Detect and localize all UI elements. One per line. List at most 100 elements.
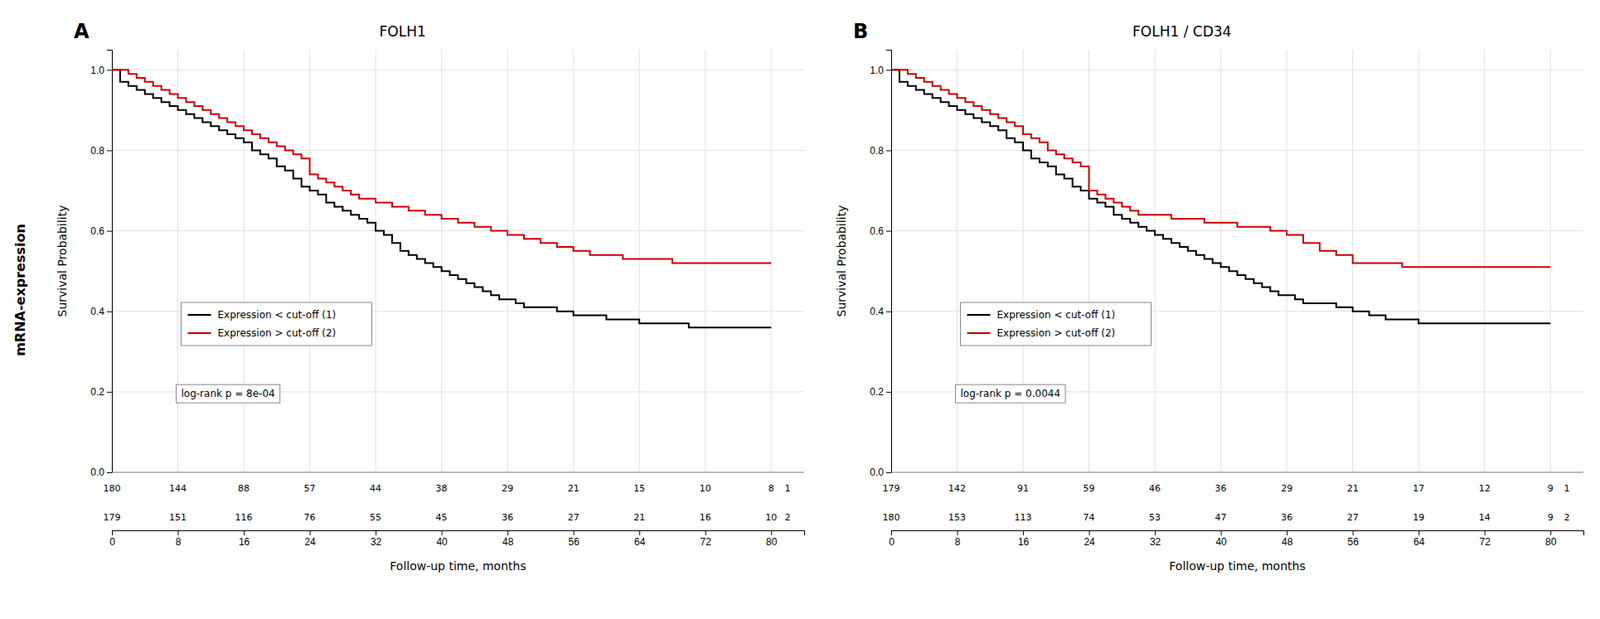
panel: 0.0 0.2 0.4 0.6 0.8 1.0 Survival Probability 18…: [55, 19, 805, 573]
x-tick-mark: [310, 530, 311, 536]
x-tick-mark: [441, 530, 443, 536]
y-tick: 0.6: [869, 225, 892, 238]
annotation: log-rank p = 0.0044: [955, 384, 1067, 403]
y-grid-line: [111, 150, 805, 151]
x-grid-line: [704, 49, 706, 473]
x-tick-label: 0: [888, 536, 895, 548]
y-tick-label: 0.0: [869, 466, 884, 479]
x-grid-line: [1418, 49, 1420, 473]
legend: Expression < cut-off (1)Expression > cut…: [960, 302, 1152, 346]
x-tick-label: 8: [955, 536, 961, 548]
annotation-text: log-rank p = 8e-04: [181, 387, 276, 400]
x-tick: 16: [238, 530, 251, 548]
at-risk-value: 88: [237, 483, 250, 495]
at-risk-value: 59: [1083, 483, 1096, 495]
x-tick-label: 24: [304, 536, 316, 548]
y-tick-mark: [106, 231, 112, 233]
x-axis-line: [112, 531, 805, 537]
survival-curve: [111, 69, 771, 328]
y-tick: 0.8: [869, 145, 892, 157]
x-grid-line: [1550, 49, 1552, 473]
y-grid-line: [891, 150, 1584, 151]
x-tick: 56: [1347, 530, 1359, 548]
x-tick-label: 40: [436, 536, 448, 548]
x-tick-label: 16: [238, 536, 251, 548]
legend-swatch: [967, 314, 991, 316]
y-tick: 0.6: [90, 225, 112, 238]
at-risk-value: 9: [1547, 512, 1554, 524]
y-tick: 0.8: [90, 145, 112, 157]
y-grid-line: [891, 230, 1584, 232]
x-tick: 8: [175, 530, 182, 548]
at-risk-value: 179: [103, 512, 122, 524]
at-risk-value: 2: [1564, 512, 1571, 524]
y-axis: 0.00.20.40.60.81.0: [869, 50, 892, 480]
at-risk-value: 27: [567, 512, 580, 524]
y-tick-mark: [886, 472, 892, 474]
x-grid-line: [309, 49, 311, 473]
at-risk-value: 14: [1478, 512, 1491, 524]
at-risk-value: 76: [304, 512, 316, 524]
grid: [891, 49, 1584, 473]
x-grid-line: [1088, 49, 1090, 473]
x-tick-mark: [243, 530, 245, 536]
x-tick: 80: [766, 530, 778, 548]
annotation: log-rank p = 8e-04: [176, 384, 281, 403]
y-grid-line: [111, 472, 805, 474]
at-risk-value: 44: [369, 483, 382, 495]
at-risk-value: 46: [1149, 483, 1161, 495]
at-risk-value: 91: [1017, 483, 1029, 495]
x-tick-mark: [1221, 530, 1222, 536]
annotation-text: log-rank p = 0.0044: [960, 387, 1062, 400]
at-risk-value: 10: [699, 483, 712, 495]
x-grid-line: [177, 49, 179, 473]
at-risk-value: 27: [1347, 512, 1359, 524]
x-tick-mark: [1418, 530, 1420, 536]
legend-swatch: [188, 332, 212, 335]
x-tick-mark: [1484, 530, 1486, 536]
x-tick: 72: [700, 530, 713, 548]
x-grid-line: [639, 49, 640, 473]
x-tick: 64: [634, 530, 646, 548]
y-tick: 0.4: [869, 305, 892, 318]
y-grid-line: [111, 69, 805, 71]
x-tick-mark: [770, 530, 772, 536]
at-risk-value: 12: [1478, 483, 1491, 495]
panel: 0.00.20.40.60.81.0Survival Probability17…: [834, 19, 1585, 573]
at-risk-value: 180: [103, 483, 122, 495]
x-grid-line: [770, 49, 772, 473]
chart-canvas: mRNA-expression0.00.20.40.60.81.0Surviva…: [0, 0, 1600, 619]
annotation-box: [176, 384, 281, 403]
y-axis-title: Survival Probability: [834, 205, 849, 318]
y-tick-label: 0.4: [90, 305, 105, 318]
at-risk-value: 29: [1280, 483, 1293, 495]
y-tick-mark: [886, 311, 892, 313]
y-tick-mark: [886, 150, 892, 151]
y-tick-label: 0.2: [869, 386, 884, 398]
plot-border: [111, 472, 805, 474]
y-grid-line: [111, 230, 805, 232]
y-tick-label: 0.6: [869, 225, 884, 238]
at-risk-value: 36: [1280, 512, 1293, 524]
x-tick-label: 16: [1018, 536, 1030, 548]
x-tick-label: 24: [1083, 536, 1096, 548]
y-tick-label: 0.0: [90, 466, 105, 479]
x-grid-line: [1220, 49, 1222, 473]
at-risk-value: 113: [1014, 512, 1033, 524]
y-axis-title: Survival Probability: [55, 205, 69, 318]
y-grid-line: [891, 472, 1584, 474]
x-tick-label: 8: [175, 536, 182, 548]
x-tick: 24: [304, 530, 316, 548]
x-tick-mark: [1154, 530, 1156, 536]
x-grid-line: [507, 49, 509, 473]
x-tick-mark: [705, 530, 707, 536]
x-tick: 48: [1281, 530, 1294, 548]
x-tick: 56: [567, 530, 580, 548]
legend-label: Expression > cut-off (2): [997, 327, 1116, 340]
y-tick-label: 1.0: [90, 64, 105, 77]
x-tick-label: 80: [1545, 536, 1557, 548]
at-risk-value: 10: [765, 512, 777, 524]
at-risk-value: 21: [567, 483, 580, 495]
x-tick-label: 64: [1413, 536, 1426, 548]
y-tick-label: 0.2: [90, 386, 105, 398]
